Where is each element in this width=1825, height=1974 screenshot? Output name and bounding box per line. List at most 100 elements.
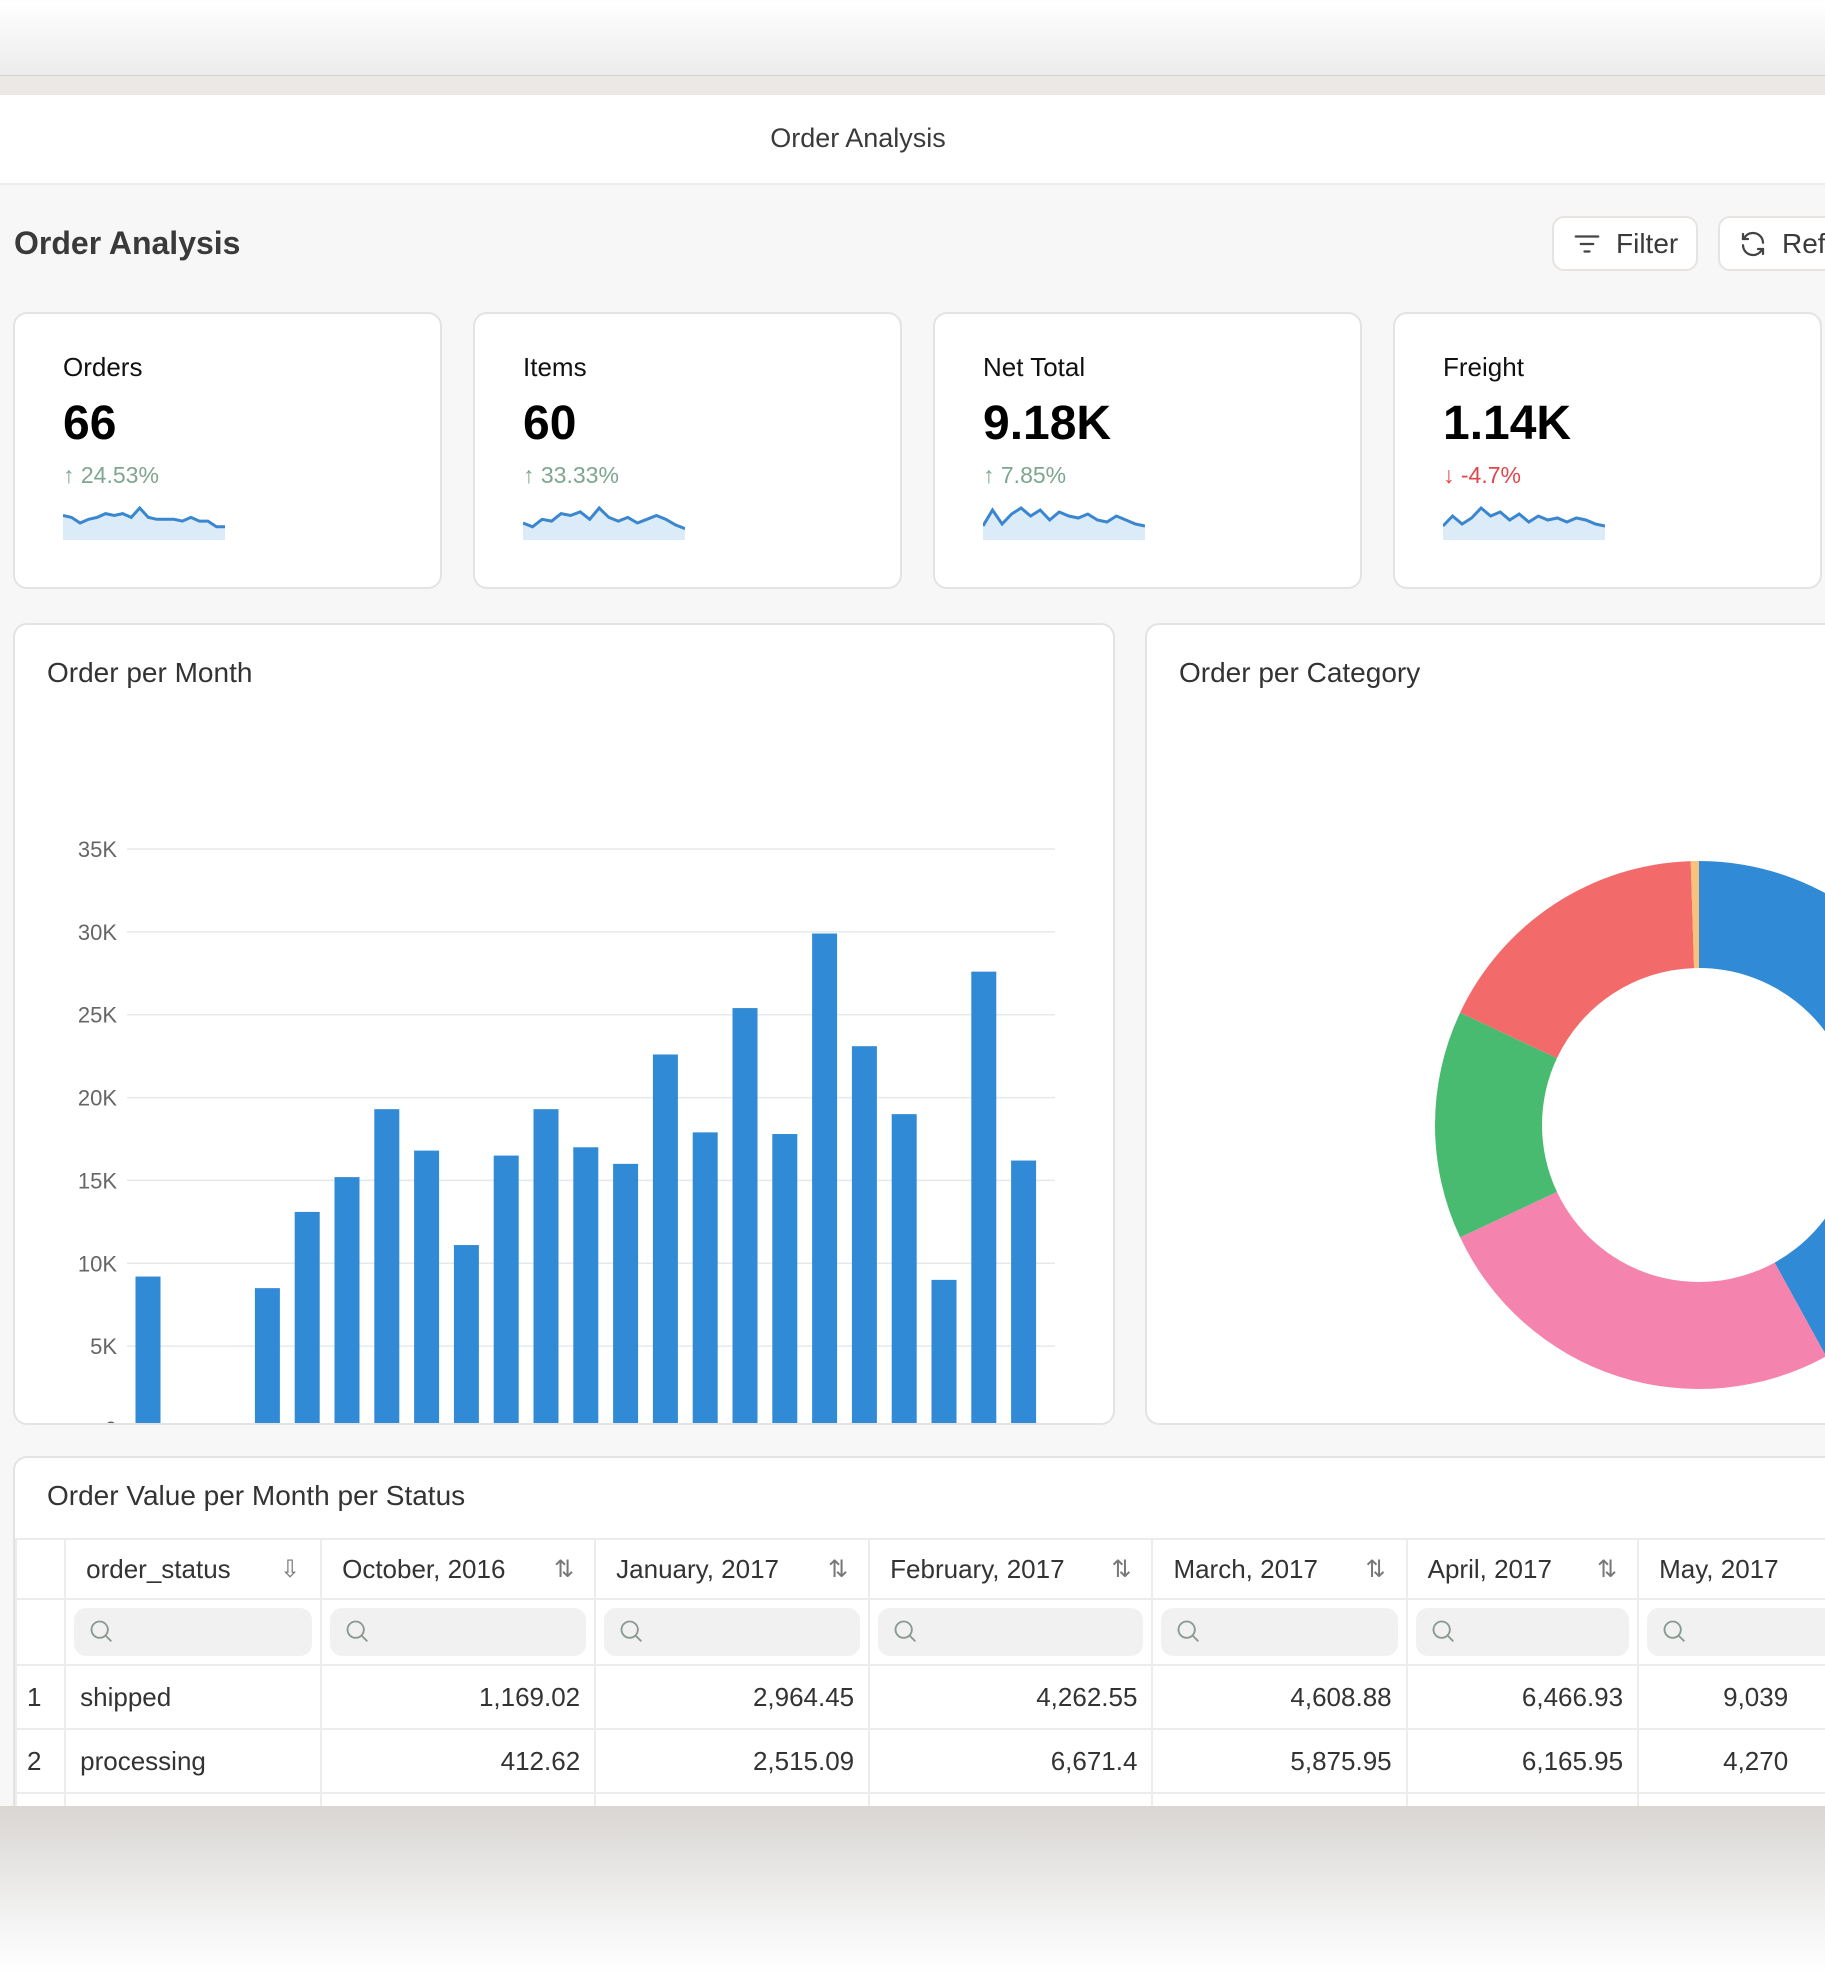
chart-title: Order per Month [47,657,253,688]
kpi-label: Orders [63,352,143,382]
bar-2017-08[interactable] [533,1109,559,1425]
column-search-input[interactable] [330,1608,587,1656]
column-header[interactable]: October, 2016 ⇅ [320,1538,597,1600]
kpi-card-freight: Freight 1.14K ↓ -4.7% [1393,312,1822,589]
sparkline-area [1443,508,1605,540]
page-title: Order Analysis [14,225,241,261]
sort-descending-icon[interactable]: ⇩ [279,1555,301,1583]
donut-slice-0[interactable] [1699,861,1825,1356]
bar-2018-05[interactable] [891,1114,917,1425]
table-row[interactable]: 1 shipped 1,169.02 2,964.45 4,262.55 4,608.88… [15,1664,1825,1730]
sparkline [983,506,1145,540]
empty-cell [320,1792,597,1806]
bar-2018-06[interactable] [931,1279,957,1425]
column-header-label: April, 2017 [1427,1553,1552,1584]
bar-2018-02[interactable] [772,1134,798,1425]
donut-slice-2[interactable] [1435,1012,1557,1238]
column-search-input[interactable] [1415,1608,1630,1656]
column-header[interactable]: April, 2017 ⇅ [1405,1538,1640,1600]
bar-2018-07[interactable] [971,971,997,1425]
kpi-value: 66 [63,397,117,450]
bar-2017-07[interactable] [493,1155,519,1425]
kpi-value: 9.18K [983,397,1112,450]
sort-icon[interactable]: ⇅ [1365,1555,1386,1583]
search-icon [346,1620,369,1642]
empty-cell [868,1792,1154,1806]
filter-button-label: Filter [1616,227,1679,259]
table-row [15,1792,1825,1806]
column-header[interactable]: order_status ⇩ [64,1538,323,1600]
column-filter-cell [1637,1598,1825,1666]
empty-cell [64,1792,323,1806]
empty-cell [15,1792,67,1806]
column-search-input[interactable] [878,1608,1144,1656]
empty-cell [1405,1792,1640,1806]
arrow-up-icon: ↑ [63,462,81,488]
value-cell: 6,165.95 [1405,1728,1640,1794]
kpi-value: 1.14K [1443,397,1572,450]
browser-chrome-bar [0,75,1825,95]
sparkline [63,505,225,540]
data-table: order_status ⇩ October, 2016 ⇅ January, 2017… [15,1538,1825,1806]
column-search-input[interactable] [1161,1608,1398,1656]
sparkline [1443,505,1605,540]
table-row[interactable]: 2 processing 412.62 2,515.09 6,671.4 5,875.95… [15,1728,1825,1794]
order-per-month-card: Order per Month 05K10K15K20K25K30K35KOct… [13,623,1115,1425]
column-header[interactable]: May, 2017 [1637,1538,1825,1600]
column-search-input[interactable] [1647,1608,1825,1656]
sort-icon[interactable]: ⇅ [554,1555,575,1583]
kpi-change-value: 7.85% [1000,462,1067,488]
filter-button[interactable]: Filter [1552,216,1699,271]
column-filter-cell [1405,1598,1640,1666]
sparkline-area [523,508,685,540]
row-index: 2 [15,1728,67,1794]
refresh-button-label: Ref [1782,227,1825,259]
order-per-category-card: Order per Category shipped (42%)canceled… [1145,623,1825,1425]
bar-2018-08[interactable] [1011,1160,1037,1425]
kpi-change: ↑ 7.85% [983,462,1066,489]
bar-2017-10[interactable] [613,1163,639,1425]
search-icon [894,1620,917,1642]
bar-2017-09[interactable] [573,1147,599,1425]
bar-2018-01[interactable] [732,1008,758,1425]
bar-2017-11[interactable] [652,1054,678,1425]
bar-chart: 05K10K15K20K25K30K35KOct2017AprJulOct201… [78,837,1055,1425]
search-icon [90,1620,113,1642]
arrow-up-icon: ↑ [983,462,1001,488]
kpi-change-value: -4.7% [1460,462,1521,488]
donut-slice-1[interactable] [1460,1191,1825,1389]
bar-2017-05[interactable] [414,1150,440,1425]
bar-2017-04[interactable] [374,1109,400,1425]
bar-2016-10[interactable] [135,1276,161,1425]
bar-2018-04[interactable] [851,1046,877,1425]
kpi-change-value: 24.53% [80,462,159,488]
app-header: Order Analysis [0,95,1825,185]
column-search-input[interactable] [74,1608,313,1656]
kpi-label: Freight [1443,352,1524,382]
bar-2017-01[interactable] [254,1288,280,1425]
empty-cell [1151,1792,1408,1806]
column-header[interactable]: February, 2017 ⇅ [868,1538,1154,1600]
bar-2017-02[interactable] [294,1211,320,1425]
bar-2017-06[interactable] [453,1245,479,1425]
sort-icon[interactable]: ⇅ [828,1555,849,1583]
search-icon [620,1620,643,1642]
bar-2017-03[interactable] [334,1177,360,1425]
sort-icon[interactable]: ⇅ [1111,1555,1132,1583]
bar-2017-12[interactable] [692,1132,718,1425]
column-header[interactable]: March, 2017 ⇅ [1151,1538,1408,1600]
bar-2018-03[interactable] [812,933,838,1425]
sort-icon[interactable]: ⇅ [1597,1555,1618,1583]
refresh-button[interactable]: Ref [1718,216,1825,271]
donut-slice-3[interactable] [1460,861,1695,1059]
column-search-input[interactable] [604,1608,861,1656]
column-header[interactable]: January, 2017 ⇅ [594,1538,871,1600]
y-tick-label: 25K [78,1003,117,1028]
value-cell: 6,671.4 [868,1728,1154,1794]
kpi-label: Items [523,352,587,382]
arrow-down-icon: ↓ [1443,462,1461,488]
table-title: Order Value per Month per Status [47,1480,466,1511]
donut-slice-4[interactable] [1690,861,1699,969]
sparkline-line [1443,505,1605,528]
y-tick-label: 35K [78,837,117,862]
